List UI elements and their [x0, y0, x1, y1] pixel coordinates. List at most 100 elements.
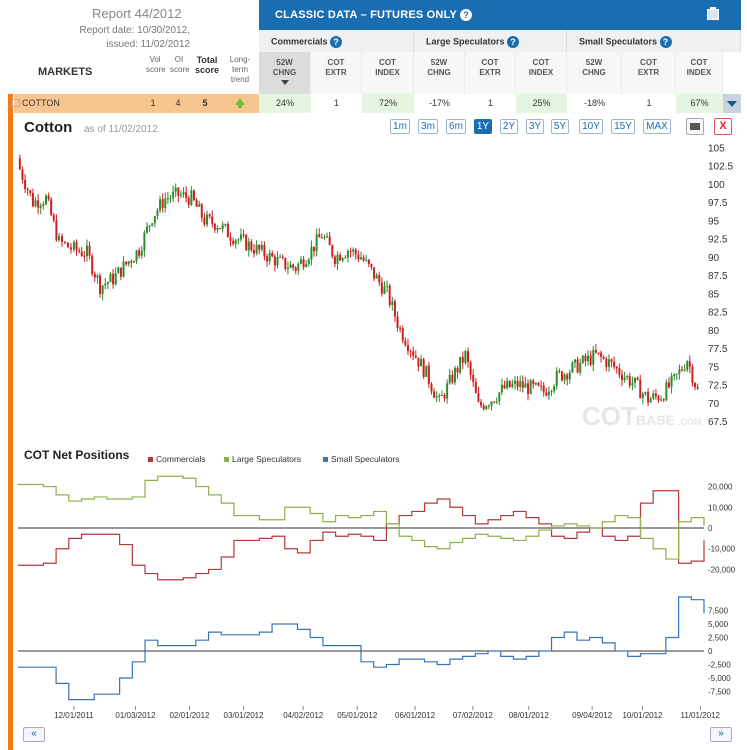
candle-body	[579, 362, 582, 373]
candle-body	[365, 259, 368, 261]
y-tick-label: -2,500	[708, 661, 731, 670]
candle-body	[399, 327, 402, 329]
vol-score-header[interactable]: Vol score	[146, 55, 166, 74]
candle-body	[169, 198, 172, 200]
candle-body	[406, 345, 409, 351]
candle-body	[618, 368, 621, 375]
candle-body	[380, 282, 383, 294]
column-header[interactable]: COT EXTR	[311, 52, 362, 94]
candle-body	[60, 236, 63, 243]
candle-body	[605, 358, 608, 367]
chart-close-button[interactable]: X	[714, 118, 732, 135]
candle-body	[104, 283, 107, 286]
legend-commercials[interactable]: Commercials	[148, 454, 206, 464]
range-button-6m[interactable]: 6m	[446, 119, 466, 134]
candle-body	[172, 191, 175, 199]
range-button-1y[interactable]: 1Y	[474, 119, 492, 134]
market-row-cotton[interactable]: COTTON	[12, 94, 260, 113]
candle-body	[208, 214, 211, 217]
range-button-1m[interactable]: 1m	[390, 119, 410, 134]
column-header[interactable]: 52W CHNG	[567, 52, 622, 94]
candle-body	[117, 267, 120, 274]
candle-body	[182, 192, 185, 195]
candle-body	[271, 252, 274, 257]
candle-body	[78, 250, 81, 252]
candle-body	[66, 242, 69, 248]
help-icon[interactable]: ?	[659, 36, 672, 48]
x-tick-label: 04/02/2012	[283, 711, 324, 720]
report-date: Report date: 10/30/2012, issued: 11/02/2…	[78, 24, 190, 52]
x-tick-label: 10/01/2012	[622, 711, 663, 720]
candle-body	[503, 384, 506, 389]
range-button-10y[interactable]: 10Y	[579, 119, 603, 134]
print-icon[interactable]	[707, 7, 719, 20]
oi-score-header[interactable]: OI score	[170, 55, 190, 74]
legend-small-specs[interactable]: Small Speculators	[323, 454, 400, 464]
candle-body	[187, 197, 190, 205]
total-score-header[interactable]: Total score	[194, 55, 220, 75]
column-header[interactable]: 52W CHNG	[414, 52, 465, 94]
x-tick-label: 11/01/2012	[681, 711, 721, 720]
candle-body	[266, 256, 269, 262]
y-tick-label: 87.5	[708, 271, 728, 282]
candle-body	[307, 259, 310, 265]
range-button-3m[interactable]: 3m	[418, 119, 438, 134]
help-icon[interactable]: ?	[460, 9, 473, 22]
range-button-15y[interactable]: 15Y	[611, 119, 635, 134]
vol-score-value: 1	[150, 98, 156, 108]
candle-body	[673, 374, 676, 376]
candle-body	[106, 282, 109, 284]
x-tick-label: 02/01/2012	[169, 711, 210, 720]
column-header[interactable]: COT INDEX	[516, 52, 567, 94]
candle-body	[148, 225, 151, 227]
candle-body	[63, 242, 66, 244]
candle-body	[607, 359, 610, 367]
candle-body	[226, 224, 229, 238]
report-date-line: Report date: 10/30/2012,	[79, 25, 190, 36]
column-header[interactable]: COT EXTR	[465, 52, 516, 94]
column-header[interactable]: 52W CHNG	[259, 52, 311, 94]
candle-body	[464, 351, 467, 363]
candle-body	[681, 369, 684, 371]
candle-body	[339, 254, 342, 261]
range-button-max[interactable]: MAX	[643, 119, 671, 134]
row-value: 67%	[676, 94, 723, 113]
y-tick-label: 82.5	[708, 308, 728, 319]
column-header[interactable]: COT INDEX	[676, 52, 723, 94]
candle-body	[383, 286, 386, 294]
chart-print-button[interactable]	[686, 118, 704, 135]
candle-body	[427, 365, 430, 384]
candle-body	[422, 358, 425, 377]
row-value: 1	[646, 98, 652, 108]
dropdown-arrow-button[interactable]	[723, 94, 741, 113]
candle-body	[336, 254, 339, 264]
y-tick-label: 70	[708, 399, 720, 410]
candle-body	[574, 359, 577, 363]
candle-body	[140, 250, 143, 256]
y-tick-label: 102.5	[708, 162, 733, 173]
x-tick-label: 03/01/2012	[224, 711, 265, 720]
prev-period-button[interactable]: «	[23, 727, 45, 742]
candle-body	[592, 349, 595, 365]
candle-body	[252, 250, 255, 254]
range-button-5y[interactable]: 5Y	[551, 119, 569, 134]
series-line-large-specs	[18, 475, 705, 560]
help-icon[interactable]: ?	[507, 36, 520, 48]
next-period-button[interactable]: »	[710, 727, 732, 742]
candle-body	[602, 356, 605, 359]
candle-body	[331, 245, 334, 257]
candle-body	[239, 234, 242, 240]
y-tick-label: -10,000	[708, 545, 736, 554]
candle-body	[613, 361, 616, 367]
candle-body	[521, 381, 524, 388]
help-icon[interactable]: ?	[330, 36, 343, 48]
candle-body	[24, 179, 27, 190]
x-tick-label: 09/04/2012	[572, 711, 613, 720]
group-large-specs-label: Large Speculators	[426, 36, 505, 47]
column-header[interactable]: COT EXTR	[622, 52, 676, 94]
legend-large-specs[interactable]: Large Speculators	[224, 454, 301, 464]
column-header[interactable]: COT INDEX	[362, 52, 414, 94]
range-button-2y[interactable]: 2Y	[500, 119, 518, 134]
range-button-3y[interactable]: 3Y	[526, 119, 544, 134]
